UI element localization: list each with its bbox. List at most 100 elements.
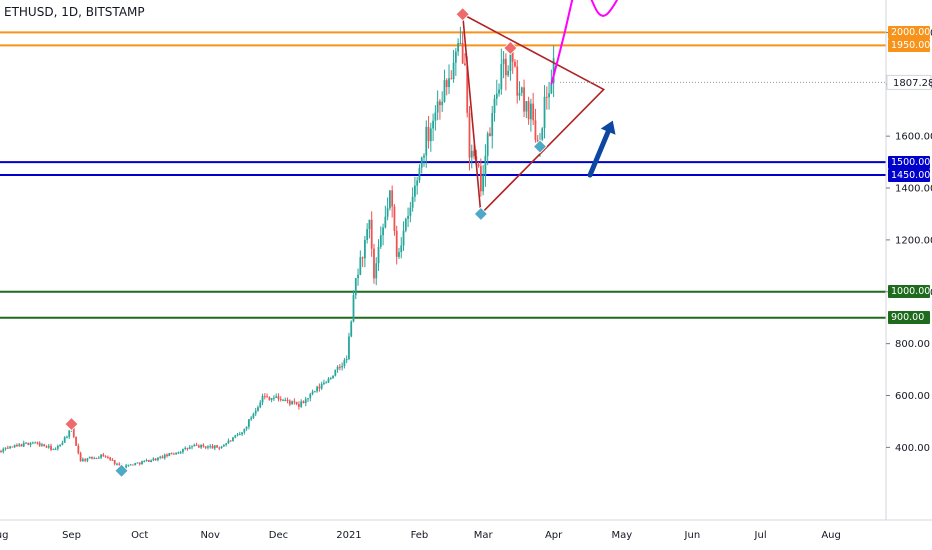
time-tick-label: Mar: [474, 530, 494, 541]
candle-body: [257, 407, 259, 411]
candle-body: [277, 396, 280, 399]
candle-body: [197, 445, 200, 448]
candle-body: [309, 393, 312, 399]
symmetrical-triangle[interactable]: [461, 12, 605, 216]
candle-body: [304, 399, 307, 404]
candle-body: [182, 448, 184, 453]
candle-body: [34, 442, 37, 444]
candle-body: [41, 444, 43, 446]
candle-body: [109, 457, 112, 460]
candle-body: [261, 396, 264, 403]
candle-body: [379, 235, 382, 247]
candle-body: [177, 452, 180, 454]
candle-body: [52, 448, 55, 450]
candle-body: [170, 453, 173, 455]
candle-body: [84, 459, 87, 461]
candle-body: [298, 404, 300, 407]
candle-body: [498, 89, 500, 94]
top-marker-diamond[interactable]: [503, 40, 518, 56]
candle-body: [527, 101, 530, 120]
candle-body: [286, 399, 289, 401]
candle-body: [93, 458, 96, 460]
candle-body: [81, 459, 84, 462]
candle-body: [172, 453, 175, 455]
candle-body: [434, 112, 437, 121]
candle-body: [393, 206, 396, 231]
candle-body: [66, 436, 68, 438]
candle-body: [97, 457, 100, 459]
time-tick-label: Aug: [821, 530, 841, 541]
horizontal-levels: [0, 31, 886, 319]
candle-body: [222, 444, 225, 447]
time-axis[interactable]: Aug Sep Oct Nov Dec 2021 Feb Mar Apr May Jun Jul Aug: [0, 530, 841, 541]
candle-body: [252, 413, 255, 418]
candle-body: [341, 365, 344, 368]
candle-body: [13, 445, 16, 448]
time-tick-label: Sep: [62, 530, 81, 541]
candle-body: [411, 196, 414, 208]
candle-body: [391, 190, 394, 207]
bottom-marker-diamond[interactable]: [114, 463, 129, 478]
candle-body: [243, 428, 246, 433]
candle-body: [429, 128, 432, 142]
arrow-shaft[interactable]: [587, 129, 611, 178]
candle-body: [454, 51, 457, 63]
arrow-head[interactable]: [600, 120, 616, 135]
candle-body: [398, 252, 400, 257]
candle-body: [63, 437, 66, 443]
candle-body: [323, 382, 325, 385]
price-tick-label: 800.00: [895, 339, 930, 350]
candle-body: [452, 62, 455, 80]
candle-body: [95, 458, 98, 460]
candle-body: [548, 93, 550, 98]
candle-body: [307, 398, 309, 400]
bottom-marker-diamond[interactable]: [532, 139, 548, 154]
candle-body: [514, 61, 516, 67]
candle-body: [111, 459, 114, 461]
candle-body: [282, 400, 284, 402]
candle-body: [329, 378, 332, 380]
candle-body: [91, 456, 93, 459]
candle-body: [245, 426, 248, 429]
axes: [0, 0, 932, 521]
candle-body: [234, 435, 237, 438]
current-price-label: 1807.28: [893, 78, 932, 89]
candle-body: [284, 399, 287, 401]
candle-body: [534, 120, 537, 140]
candle-body: [375, 263, 378, 279]
top-marker-diamond[interactable]: [64, 416, 79, 432]
candle-body: [143, 460, 146, 462]
candle-body: [516, 66, 519, 96]
candle-body: [448, 78, 450, 88]
drawings: [64, 0, 622, 478]
candle-body: [489, 133, 491, 137]
level-badge: 1500.00: [888, 155, 930, 169]
candle-body: [225, 443, 228, 445]
candle-body: [129, 464, 132, 466]
candle-body: [31, 442, 34, 444]
candle-body: [266, 396, 268, 398]
time-tick-label: Dec: [269, 530, 288, 541]
candle-body: [425, 126, 428, 156]
candle-body: [161, 456, 164, 459]
candle-body: [166, 454, 168, 457]
candle-body: [27, 442, 30, 445]
candle-body: [414, 185, 416, 197]
candle-body: [218, 447, 221, 449]
candle-body: [386, 208, 389, 217]
time-tick-label: Jul: [754, 530, 767, 541]
candle-body: [273, 397, 275, 399]
candle-body: [179, 452, 182, 454]
candlestick-series: [0, 26, 555, 470]
top-marker-diamond[interactable]: [455, 7, 470, 22]
candle-body: [420, 157, 423, 168]
candle-body: [229, 440, 232, 442]
current-price-box: [886, 74, 932, 90]
bottom-marker-diamond[interactable]: [473, 206, 488, 222]
candle-body: [11, 446, 14, 448]
candle-body: [163, 454, 166, 459]
projection-path[interactable]: [550, 0, 622, 85]
candle-body: [263, 396, 266, 398]
candle-body: [211, 446, 214, 449]
